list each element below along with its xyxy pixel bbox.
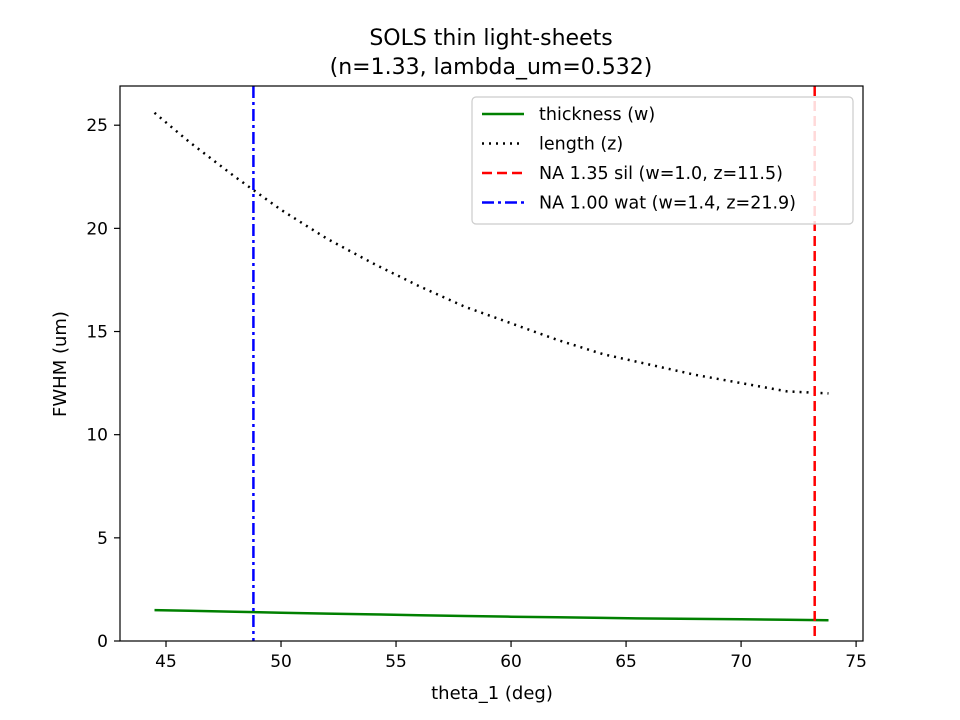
- x-tick-label: 65: [615, 652, 637, 672]
- y-tick-label: 5: [97, 529, 108, 549]
- series-line-1: [153, 111, 829, 395]
- chart-title: SOLS thin light-sheets: [369, 26, 612, 51]
- legend-box: [471, 96, 854, 225]
- x-tick-label: 45: [155, 652, 177, 672]
- x-tick-label: 60: [500, 652, 522, 672]
- y-axis-label: FWHM (um): [50, 311, 71, 417]
- legend: thickness (w) length (z) NA 1.35 sil (w=1.…: [471, 96, 854, 225]
- legend-label-3: NA 1.00 wat (w=1.4, z=21.9): [539, 194, 796, 214]
- plot-frame: [119, 85, 864, 642]
- y-tick-label: 10: [86, 426, 108, 446]
- legend-label-0: thickness (w): [539, 105, 655, 125]
- x-tick-label: 55: [385, 652, 407, 672]
- legend-label-1: length (z): [539, 135, 623, 155]
- x-tick-label: 75: [845, 652, 867, 672]
- chart-subtitle: (n=1.33, lambda_um=0.532): [330, 55, 653, 80]
- y-tick-label: 15: [86, 323, 108, 343]
- y-tick-label: 0: [97, 632, 108, 652]
- axes: 45 50 55 60 65 70 75 0 5 10 15 20 25: [86, 85, 867, 672]
- x-tick-label: 70: [730, 652, 752, 672]
- series-line-0: [154, 608, 829, 622]
- y-tick-label: 20: [86, 219, 108, 239]
- x-tick-label: 50: [270, 652, 292, 672]
- legend-label-2: NA 1.35 sil (w=1.0, z=11.5): [539, 164, 783, 184]
- y-tick-label: 25: [86, 116, 108, 136]
- x-axis-label: theta_1 (deg): [431, 683, 553, 704]
